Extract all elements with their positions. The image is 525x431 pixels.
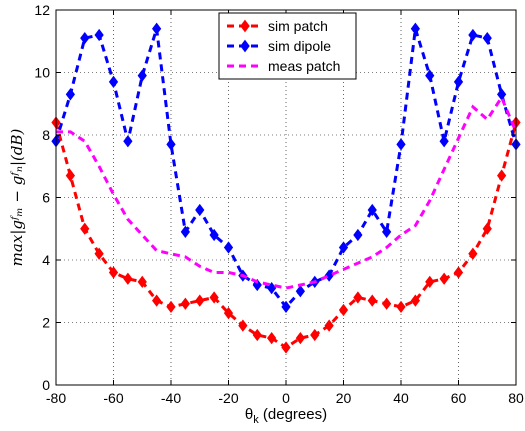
data-point: sim dipole: (-50, 9.9) [137,69,147,82]
legend-item: meas patch [227,58,340,74]
data-point: sim patch: (-50, 3.3) [137,275,147,289]
series-sim-patch: sim patch: (-80, 8.4)sim patch: (-75, 6.… [51,116,521,354]
data-point: sim dipole: (0, 2.5) [281,300,291,314]
data-point: sim patch: (-45, 2.7) [152,294,162,307]
x-tick-label: 60 [451,390,467,406]
data-point: sim patch: (15, 1.9) [324,319,334,332]
legend-marker [240,39,250,53]
data-point: sim dipole: (-30, 5.6) [195,203,205,217]
data-point: sim patch: (-30, 2.7) [195,294,205,307]
data-point: sim patch: (35, 2.6) [382,297,392,310]
data-point: sim patch: (-70, 5) [80,222,90,235]
data-point: sim patch: (-75, 6.7) [65,169,75,182]
data-point: sim dipole: (5, 3) [295,285,305,298]
series-meas-patch [56,94,518,290]
data-point: sim dipole: (60, 9.7) [453,75,464,89]
data-point: sim dipole: (-55, 7.8) [123,135,133,148]
ticks: -80 -60 -40 -20 0 20 40 60 80 0 2 4 6 8 10 12 [34,2,524,406]
y-tick-label: 2 [42,315,50,331]
data-point: sim patch: (-65, 4.2) [94,247,104,260]
legend-label: sim patch [268,18,328,34]
data-point: sim patch: (30, 2.7) [367,294,377,307]
data-point: sim dipole: (55, 7.8) [439,135,449,148]
data-point: sim dipole: (35, 4.9) [382,225,392,239]
x-tick-label: 80 [508,390,524,406]
y-tick-label: 12 [34,2,50,18]
data-point: sim dipole: (45, 11.4) [410,22,420,35]
data-point: sim patch: (-5, 1.5) [267,331,277,345]
y-tick-label: 10 [34,65,50,81]
data-point: sim patch: (-15, 1.9) [238,319,248,332]
data-point: sim patch: (50, 3.3) [425,275,435,289]
y-axis-label: max|gᶠₘ − gᶠₙ|(dB) [8,129,26,267]
data-point: sim patch: (25, 2.8) [353,291,363,304]
legend-marker [240,19,250,33]
x-tick-label: 20 [336,390,352,406]
data-point: sim patch: (55, 3.4) [439,272,449,285]
data-point: sim dipole: (-5, 3.1) [267,281,277,295]
x-axis-label-suffix: (degrees) [259,406,327,423]
x-tick-label: 40 [393,390,409,406]
y-tick-label: 6 [42,190,50,206]
data-point: sim dipole: (70, 11.1) [482,31,492,45]
data-point: sim patch: (20, 2.4) [338,303,349,317]
x-axis-label-sub: k [253,414,259,426]
x-tick-label: -60 [103,390,123,406]
x-axis-label-main: θ [245,406,253,423]
y-tick-label: 4 [42,252,50,268]
data-point: sim dipole: (30, 5.6) [367,203,377,217]
data-point: sim patch: (0, 1.2) [281,341,291,354]
data-point: sim patch: (-55, 3.4) [123,272,133,285]
data-point: sim dipole: (-60, 9.7) [108,75,119,89]
data-point: sim patch: (-60, 3.6) [108,266,119,279]
data-point: sim patch: (5, 1.5) [295,331,305,345]
data-point: sim patch: (10, 1.6) [310,328,320,342]
data-point: sim patch: (65, 4.2) [468,247,478,260]
legend: sim patch sim dipole meas patch [218,12,357,80]
data-point: sim patch: (70, 5) [482,222,492,235]
data-point: sim dipole: (50, 9.9) [425,69,435,82]
data-point: sim dipole: (-40, 7.7) [166,138,176,151]
x-tick-label: 0 [282,390,290,406]
data-point: sim dipole: (-25, 4.8) [209,228,219,242]
data-point: sim patch: (-40, 2.5) [166,300,176,314]
x-tick-label: -40 [161,390,181,406]
legend-label: meas patch [268,58,340,74]
data-point: sim patch: (60, 3.6) [453,266,464,279]
grid [56,10,516,385]
data-point: sim patch: (45, 2.7) [410,294,420,307]
data-point: sim patch: (-20, 2.3) [223,306,234,320]
legend-label: sim dipole [268,38,331,54]
data-point: sim dipole: (65, 11.2) [468,28,478,42]
data-point: sim dipole: (-20, 4.4) [223,241,234,254]
y-tick-label: 8 [42,127,50,143]
legend-item: sim patch [227,18,328,34]
legend-item: sim dipole [227,38,331,54]
data-point: sim patch: (-25, 2.8) [209,291,219,304]
data-point: sim dipole: (-75, 9.3) [65,88,75,101]
data-point: sim patch: (-10, 1.6) [252,328,262,342]
data-point: sim patch: (-35, 2.6) [180,297,190,310]
series-layer: sim patch: (-80, 8.4)sim patch: (-75, 6.… [51,22,521,354]
data-point: sim dipole: (25, 4.8) [353,228,363,242]
data-point: sim dipole: (40, 7.7) [396,138,406,151]
x-tick-label: -20 [218,390,238,406]
x-axis-label: θk (degrees) [245,406,327,426]
data-point: sim dipole: (-35, 4.9) [180,225,190,239]
data-point: sim dipole: (-65, 11.2) [94,28,104,42]
data-point: sim dipole: (-70, 11.1) [80,31,90,45]
series-sim-dipole: sim dipole: (-80, 7.8)sim dipole: (-75, … [51,22,521,314]
data-point: sim dipole: (20, 4.4) [338,241,349,254]
data-point: sim patch: (40, 2.5) [396,300,406,314]
data-point: sim patch: (75, 6.7) [497,169,507,182]
series-line [56,94,518,290]
y-tick-label: 0 [42,377,50,393]
data-point: sim dipole: (-45, 11.4) [152,22,162,35]
x-tick-label: -80 [46,390,66,406]
